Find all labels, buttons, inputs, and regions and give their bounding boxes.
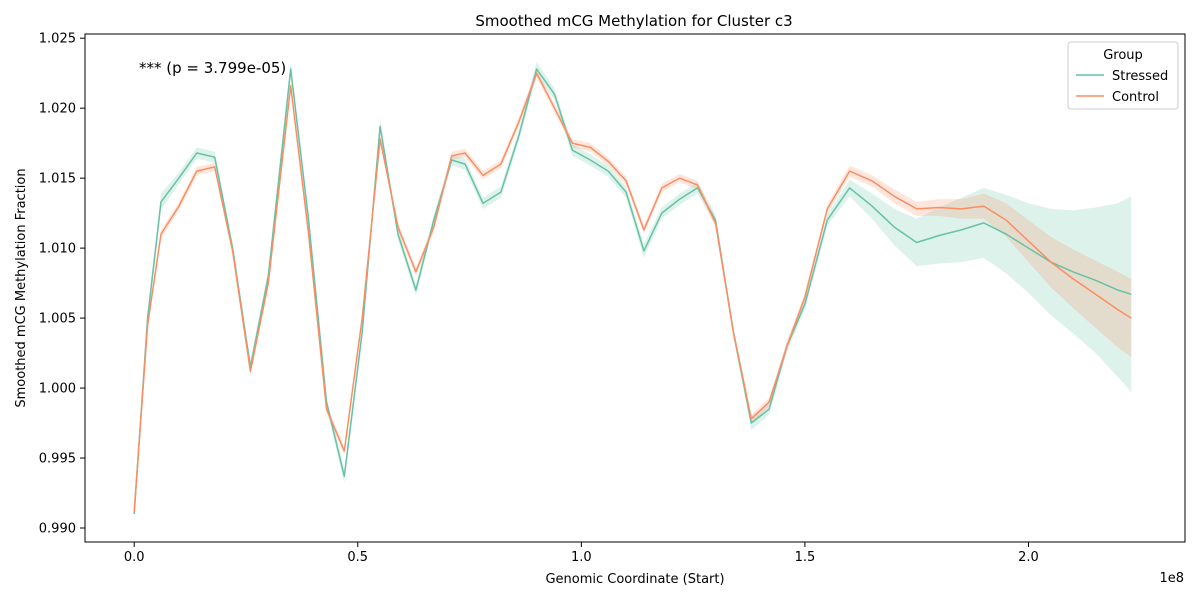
legend-label-stressed: Stressed — [1112, 69, 1168, 84]
x-axis: 0.0 0.5 1.0 1.5 2.0 — [124, 542, 1039, 565]
series-line-control — [133, 72, 1132, 512]
x-tick-label: 2.0 — [1018, 550, 1039, 565]
y-tick-label: 1.005 — [39, 312, 76, 327]
y-tick-label: 1.010 — [39, 242, 76, 257]
series-line-stressed — [133, 68, 1132, 515]
series-lines — [133, 68, 1132, 515]
x-tick-label: 0.0 — [124, 550, 145, 565]
y-tick-label: 0.990 — [39, 522, 76, 537]
x-tick-label: 0.5 — [347, 550, 368, 565]
y-axis: 0.990 0.995 1.000 1.005 1.010 1.015 1.020 1.025 — [39, 32, 85, 537]
plot-frame — [84, 33, 1186, 543]
significance-annotation: *** (p = 3.799e-05) — [139, 59, 286, 77]
x-axis-offset-label: 1e8 — [1159, 571, 1184, 586]
legend-label-control: Control — [1112, 90, 1159, 105]
x-axis-label: Genomic Coordinate (Start) — [545, 572, 724, 587]
y-tick-label: 0.995 — [39, 452, 76, 467]
y-tick-label: 1.025 — [39, 32, 76, 47]
y-tick-label: 1.020 — [39, 102, 76, 117]
legend: Group Stressed Control — [1067, 41, 1179, 110]
legend-title: Group — [1103, 48, 1143, 63]
y-tick-label: 1.015 — [39, 172, 76, 187]
x-tick-label: 1.5 — [795, 550, 816, 565]
chart-title: Smoothed mCG Methylation for Cluster c3 — [475, 12, 792, 30]
legend-box — [1067, 41, 1179, 110]
x-tick-label: 1.0 — [571, 550, 592, 565]
y-axis-label: Smoothed mCG Methylation Fraction — [14, 168, 29, 407]
y-tick-label: 1.000 — [39, 382, 76, 397]
